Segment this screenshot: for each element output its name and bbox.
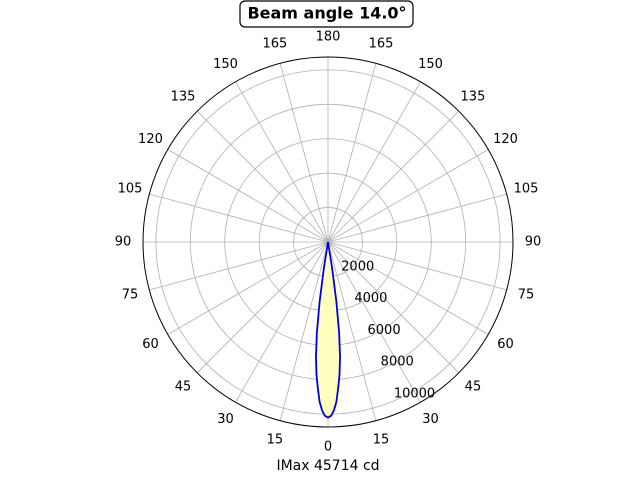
theta-tick-label: 135 [171,90,196,105]
grid-spoke [327,241,489,335]
theta-tick-label: 120 [138,132,163,147]
theta-tick-label: 60 [497,337,514,352]
theta-tick-label: 105 [118,181,143,196]
theta-tick-label: 45 [175,379,192,394]
grid-spoke [196,241,329,374]
theta-tick-label: 30 [422,412,439,427]
grid-spoke [327,149,489,243]
theta-tick-label: 0 [324,440,332,455]
theta-tick-label: 150 [213,57,238,72]
theta-tick-label: 135 [461,90,486,105]
r-tick-label: 4000 [354,291,387,306]
grid-spoke [327,81,421,243]
grid-spoke [235,81,329,243]
grid-spoke [327,193,507,243]
title-box [239,0,414,28]
grid-spoke [167,149,329,243]
grid-spoke [327,241,460,374]
grid-spoke [327,241,377,421]
grid-spoke [327,63,377,243]
grid-spoke [327,241,421,403]
r-tick-label: 6000 [368,323,401,338]
grid-spoke [149,241,329,291]
theta-tick-label: 15 [267,433,284,448]
theta-tick-label: 165 [369,36,394,51]
theta-tick-label: 90 [115,235,132,250]
r-tick-label: 2000 [341,259,374,274]
grid-spoke [327,241,507,291]
chart-title: Beam angle 14.0° [247,4,406,23]
grid-spoke [279,241,329,421]
theta-tick-label: 75 [122,288,139,303]
grid-spoke [327,110,460,243]
beam-fill [315,242,341,418]
x-axis-label: IMax 45714 cd [276,458,379,474]
theta-tick-label: 150 [418,57,443,72]
grid-spoke [196,110,329,243]
outer-circle [142,56,514,428]
theta-tick-label: 180 [316,30,341,45]
theta-tick-label: 45 [465,379,482,394]
theta-tick-label: 15 [373,433,390,448]
theta-tick-label: 90 [525,235,542,250]
theta-tick-label: 30 [217,412,234,427]
r-tick-label: 10000 [394,386,435,401]
grid-spoke [149,193,329,243]
r-tick-label: 8000 [381,355,414,370]
grid-spoke [279,63,329,243]
beam-line [315,241,341,419]
theta-tick-label: 105 [514,181,539,196]
theta-tick-label: 60 [142,337,159,352]
theta-tick-label: 75 [518,288,535,303]
theta-tick-label: 120 [493,132,518,147]
grid-spoke [235,241,329,403]
grid-spoke [167,241,329,335]
theta-tick-label: 165 [263,36,288,51]
